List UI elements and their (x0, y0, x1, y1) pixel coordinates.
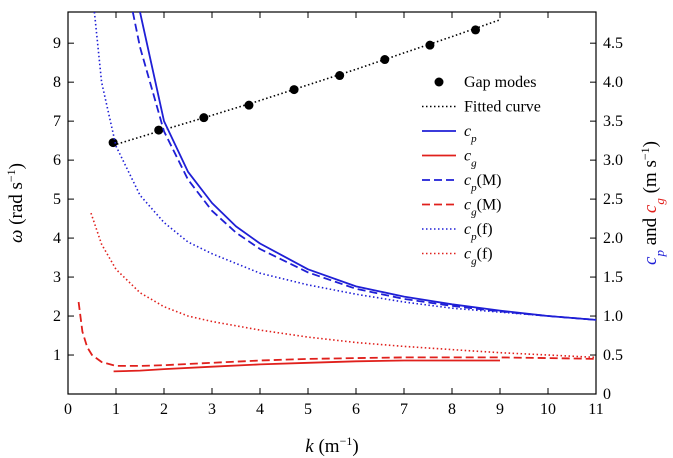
y-right-tick-label: 4.5 (603, 35, 623, 52)
series-line-c-g-f (90, 212, 596, 359)
x-tick-label: 7 (400, 401, 408, 418)
y-axis-title-right: cp and cg (m s−1) (638, 141, 667, 265)
legend-label: cp(M) (464, 172, 502, 194)
series-line-c-p (139, 12, 596, 321)
y-right-tick-label: 1.0 (603, 308, 623, 325)
ticks-layer: 0 1 2 3 4 5 6 7 8 9 10 1112345678900.51.01.52.02.53… (53, 12, 623, 418)
y-left-tick-label: 6 (53, 152, 61, 169)
x-tick-label: 4 (256, 401, 264, 418)
series-line-c-g-m (77, 301, 596, 367)
legend-label: cp (464, 123, 477, 145)
legend-label: cp(f) (464, 221, 493, 243)
y-left-tick-label: 9 (53, 35, 61, 52)
y-left-tick-label: 7 (53, 113, 61, 130)
legend-label: Fitted curve (464, 99, 541, 116)
series-line-c-g (113, 359, 500, 373)
x-tick-label: 11 (588, 401, 603, 418)
legend-label: Gap modes (464, 74, 536, 91)
x-tick-label: 5 (304, 401, 312, 418)
legend-label: cg(f) (464, 246, 493, 268)
data-point-gap-modes (335, 71, 345, 81)
series-layer (77, 12, 596, 373)
legend-label: cg(M) (464, 197, 502, 219)
plot-frame (67, 11, 597, 395)
series-line-c-p-f (93, 12, 596, 321)
x-tick-label: 1 (112, 401, 120, 418)
y-right-tick-label: 0 (603, 386, 611, 403)
y-right-tick-label: 4.0 (603, 74, 623, 91)
x-tick-label: 3 (208, 401, 216, 418)
legend-label: cg (464, 148, 477, 170)
y-right-tick-label: 3.0 (603, 152, 623, 169)
x-tick-label: 10 (540, 401, 556, 418)
data-point-gap-modes (471, 25, 481, 35)
y-axis-title-left: ω (rad s−1) (4, 163, 27, 243)
data-point-gap-modes (244, 100, 254, 110)
data-point-gap-modes (108, 138, 118, 148)
x-tick-label: 2 (160, 401, 168, 418)
y-right-tick-label: 3.5 (603, 113, 623, 130)
legend-marker (434, 77, 444, 87)
y-right-tick-label: 0.5 (603, 347, 623, 364)
series-line-fitted-curve (112, 19, 501, 147)
y-right-tick-label: 2.0 (603, 230, 623, 247)
data-point-gap-modes (425, 40, 435, 50)
series-line-c-p-m (131, 12, 596, 321)
y-left-tick-label: 4 (53, 230, 61, 247)
y-right-tick-label: 1.5 (603, 269, 623, 286)
y-left-tick-label: 2 (53, 308, 61, 325)
x-tick-label: 0 (64, 401, 72, 418)
data-point-gap-modes (154, 125, 164, 135)
y-left-tick-label: 5 (53, 191, 61, 208)
x-tick-label: 8 (448, 401, 456, 418)
y-right-tick-label: 2.5 (603, 191, 623, 208)
y-left-tick-label: 1 (53, 347, 61, 364)
x-tick-label: 9 (496, 401, 504, 418)
x-tick-label: 6 (352, 401, 360, 418)
data-point-gap-modes (199, 113, 209, 123)
y-left-tick-label: 3 (53, 269, 61, 286)
x-axis-title: k (m−1) (305, 434, 358, 457)
y-left-tick-label: 8 (53, 74, 61, 91)
